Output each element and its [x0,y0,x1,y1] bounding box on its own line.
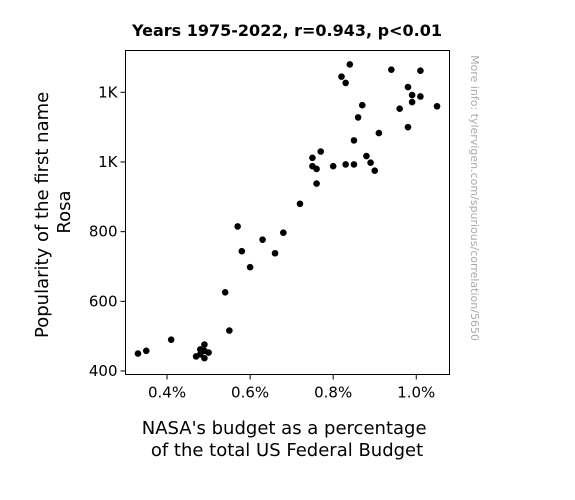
y-tick-label: 800 [89,223,118,241]
data-point [417,93,424,100]
data-point [363,152,370,160]
data-point [329,162,337,170]
data-point [396,105,403,112]
data-point [404,123,412,131]
data-point [280,229,287,237]
data-point [404,83,412,91]
data-point [367,159,374,166]
data-point [167,336,175,343]
x-axis-label-line-2: of the total US Federal Budget [151,440,423,461]
x-axis-label-line-1: NASA's budget as a percentage [142,418,427,439]
y-axis-label-line-2: Rosa [54,190,75,233]
x-tick-label: 0.4% [148,384,186,402]
data-point [271,249,279,257]
data-point [433,102,441,110]
data-point [317,148,325,155]
data-point [201,354,208,362]
data-point [259,236,266,243]
data-point [142,347,150,355]
data-point [375,129,383,137]
x-tick-label: 0.8% [314,384,352,402]
y-axis-label: Popularity of the first name Rosa [32,86,75,338]
y-tick-label: 400 [89,362,118,380]
data-point [226,327,233,334]
plot-frame [125,50,450,375]
data-point [313,180,320,187]
data-points [134,61,441,362]
source-credit: More info: tylervigen.com/spurious/corre… [468,55,481,341]
data-point [221,288,229,296]
data-point [234,223,241,230]
data-point [346,61,354,68]
y-axis: 400 600 800 1K 1K [89,83,126,380]
data-point [350,161,358,168]
data-point [358,101,366,109]
data-point [134,350,142,357]
x-axis: 0.4% 0.6% 0.8% 1.0% [148,374,435,402]
data-point [354,114,362,121]
data-point [205,349,212,356]
x-tick-label: 1.0% [397,384,435,402]
data-point [388,66,395,73]
data-point [350,137,358,144]
y-tick-label: 1K [98,83,119,101]
data-point [309,154,316,162]
data-point [313,165,320,173]
y-tick-label: 600 [89,292,118,310]
y-tick-label: 1K [98,153,119,171]
data-point [417,67,424,75]
data-point [408,98,416,106]
x-axis-label: NASA's budget as a percentage of the tot… [142,418,433,461]
data-point [201,341,208,348]
data-point [371,167,379,174]
data-point [342,79,349,87]
x-tick-label: 0.6% [231,384,269,402]
data-point [342,161,349,168]
y-axis-label-line-1: Popularity of the first name [32,92,53,338]
data-point [246,263,254,271]
data-point [238,247,246,255]
data-point [408,91,416,99]
data-point [296,200,304,208]
data-point [338,73,345,80]
chart-title: Years 1975-2022, r=0.943, p<0.01 [131,21,442,40]
